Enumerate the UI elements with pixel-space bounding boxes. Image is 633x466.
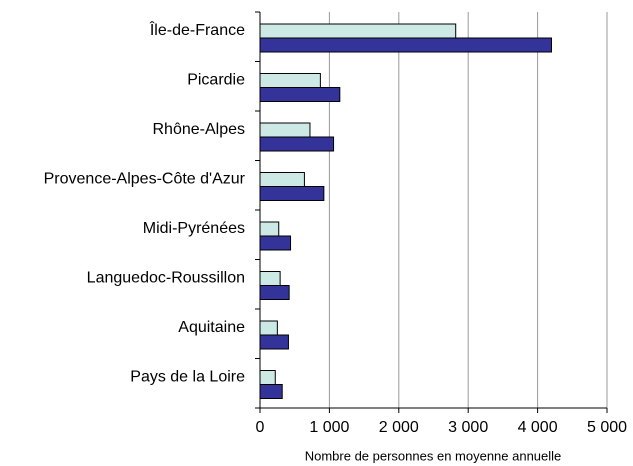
bar	[259, 37, 552, 53]
y-tick-label: Aquitaine	[178, 319, 245, 336]
y-tick-label: Midi-Pyrénées	[143, 220, 245, 237]
bar	[259, 122, 311, 138]
bar	[259, 221, 280, 237]
bar	[259, 172, 305, 187]
bar	[259, 320, 278, 336]
x-tick-label: 1 000	[309, 419, 349, 436]
x-tick-label: 5 000	[587, 419, 627, 436]
bar	[259, 334, 289, 350]
x-tick-label: 0	[256, 419, 265, 436]
bar	[259, 186, 325, 201]
y-tick-label: Languedoc-Roussillon	[87, 269, 245, 286]
y-tick-label: Provence-Alpes-Côte d'Azur	[44, 170, 246, 187]
x-tick-label: 2 000	[379, 419, 419, 436]
y-tick-label: Pays de la Loire	[130, 368, 245, 385]
bar	[259, 73, 321, 88]
bar	[259, 235, 292, 251]
y-tick-label: Picardie	[187, 71, 245, 88]
y-tick-label: Rhône-Alpes	[153, 121, 246, 138]
bar	[259, 285, 290, 300]
x-axis-title: Nombre de personnes en moyenne annuelle	[305, 448, 562, 463]
bar	[259, 384, 283, 399]
bar	[259, 87, 341, 102]
bar	[259, 370, 276, 385]
bar	[259, 271, 281, 286]
x-tick-label: 4 000	[518, 419, 558, 436]
bar	[259, 23, 457, 39]
bar	[259, 136, 335, 152]
x-tick-label: 3 000	[448, 419, 488, 436]
y-tick-label: Île-de-France	[149, 20, 245, 39]
